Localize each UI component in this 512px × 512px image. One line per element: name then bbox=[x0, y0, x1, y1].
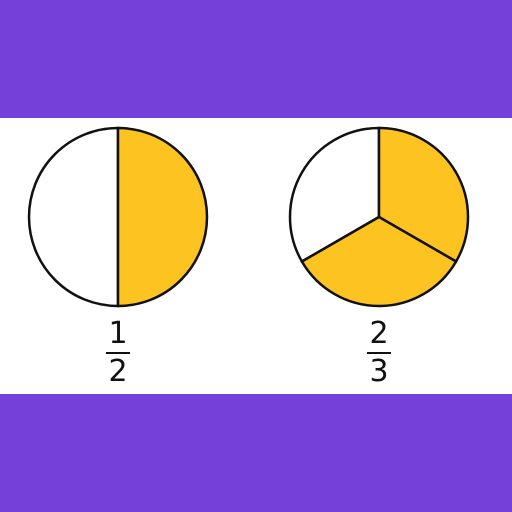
top-purple-band bbox=[0, 0, 512, 118]
half-filled-sector bbox=[116, 126, 209, 308]
fraction-circle-half bbox=[27, 126, 209, 308]
fraction-numerator: 1 bbox=[108, 316, 128, 351]
fraction-label-half: 1 2 bbox=[98, 318, 138, 388]
fraction-circle-thirds bbox=[288, 126, 470, 308]
third-filled-sector-bottom bbox=[300, 215, 458, 308]
fraction-denominator: 3 bbox=[369, 354, 389, 389]
half-empty-sector bbox=[27, 126, 120, 308]
third-filled-sector-right bbox=[377, 126, 470, 264]
fraction-numerator: 2 bbox=[369, 316, 389, 351]
bottom-purple-band bbox=[0, 394, 512, 512]
fraction-bar bbox=[106, 352, 130, 354]
fraction-denominator: 2 bbox=[108, 354, 128, 389]
fraction-bar bbox=[367, 352, 391, 354]
third-empty-sector bbox=[288, 126, 381, 264]
fraction-label-two-thirds: 2 3 bbox=[359, 318, 399, 388]
